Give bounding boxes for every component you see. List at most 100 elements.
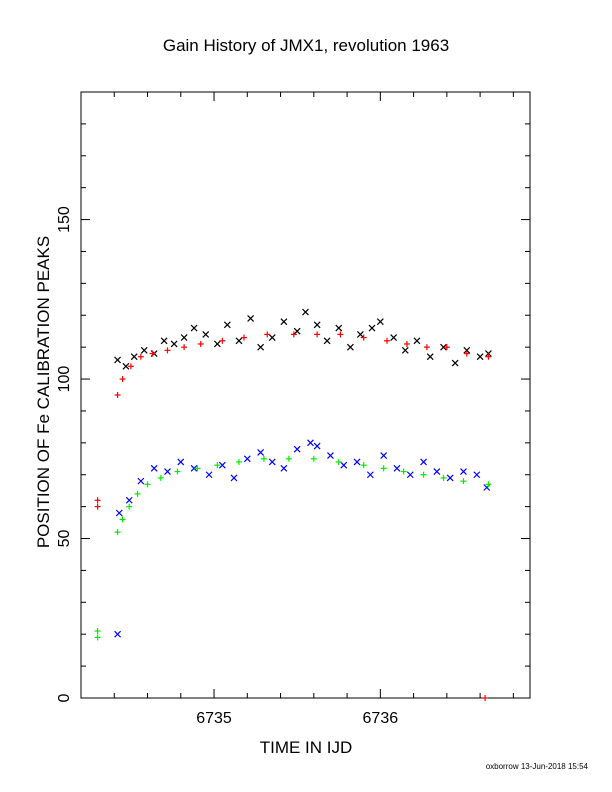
- data-point-plus: [119, 376, 126, 383]
- data-point-cross: [205, 471, 213, 479]
- data-point-plus: [264, 331, 271, 338]
- data-point-plus: [127, 363, 134, 370]
- data-point-cross: [170, 340, 178, 348]
- data-point-plus: [94, 503, 101, 510]
- data-point-plus: [400, 468, 407, 475]
- data-point-plus: [290, 331, 297, 338]
- data-point-plus: [403, 340, 410, 347]
- data-point-cross: [323, 337, 331, 345]
- plot-frame: [80, 91, 531, 699]
- x-axis-label: TIME IN IJD: [259, 738, 353, 757]
- data-point-cross: [243, 455, 251, 463]
- data-point-plus: [440, 474, 447, 481]
- data-point-plus: [235, 458, 242, 465]
- data-point-cross: [476, 353, 484, 361]
- data-point-cross: [463, 346, 471, 354]
- data-point-cross: [230, 474, 238, 482]
- data-point-cross: [420, 458, 427, 466]
- data-point-plus: [314, 331, 321, 338]
- data-point-plus: [149, 350, 156, 357]
- data-point-cross: [293, 327, 301, 335]
- data-point-cross: [125, 496, 133, 504]
- data-point-cross: [380, 452, 388, 460]
- data-point-cross: [446, 474, 454, 482]
- data-point-plus: [463, 350, 470, 357]
- data-point-plus: [219, 337, 226, 344]
- y-tick-label: 50: [56, 530, 73, 548]
- data-point-cross: [313, 442, 321, 450]
- data-point-cross: [280, 318, 288, 326]
- y-tick-label: 150: [56, 206, 73, 233]
- data-point-cross: [413, 337, 421, 345]
- data-point-plus: [285, 455, 292, 462]
- data-point-cross: [223, 321, 231, 329]
- footer-credit: oxborrow 13-Jun-2018 15:54: [485, 762, 588, 771]
- data-point-cross: [293, 445, 301, 453]
- data-point-cross: [257, 448, 265, 456]
- data-point-cross: [327, 452, 334, 460]
- data-point-cross: [247, 315, 255, 322]
- data-point-plus: [240, 334, 247, 341]
- data-point-cross: [440, 343, 447, 351]
- data-point-plus: [360, 334, 367, 341]
- data-point-cross: [451, 359, 459, 367]
- data-point-cross: [177, 458, 185, 466]
- data-point-cross: [218, 461, 226, 469]
- data-point-cross: [473, 471, 481, 479]
- data-point-plus: [157, 474, 164, 481]
- data-point-plus: [360, 462, 367, 469]
- data-point-plus: [337, 331, 344, 338]
- data-point-cross: [190, 464, 198, 472]
- data-point-plus: [174, 468, 181, 475]
- data-point-plus: [335, 458, 342, 465]
- chart-title: Gain History of JMX1, revolution 1963: [162, 36, 450, 55]
- data-point-cross: [433, 468, 441, 475]
- data-point-plus: [144, 481, 151, 488]
- data-point-cross: [202, 330, 210, 338]
- data-point-cross: [346, 343, 354, 351]
- data-point-cross: [160, 337, 168, 345]
- data-point-plus: [137, 353, 144, 360]
- data-point-cross: [368, 324, 376, 332]
- data-point-cross: [213, 340, 221, 348]
- data-point-plus: [114, 392, 121, 398]
- data-point-plus: [214, 462, 221, 469]
- data-point-cross: [313, 321, 321, 329]
- data-point-plus: [485, 353, 492, 360]
- data-point-cross: [366, 471, 374, 479]
- data-point-cross: [307, 439, 314, 447]
- data-point-plus: [423, 344, 430, 351]
- data-point-plus: [460, 478, 467, 485]
- data-point-cross: [390, 334, 398, 342]
- data-point-plus: [420, 471, 427, 478]
- data-point-plus: [181, 344, 188, 351]
- data-point-cross: [164, 468, 171, 475]
- data-point-plus: [482, 695, 489, 701]
- data-point-cross: [340, 461, 348, 469]
- data-point-cross: [257, 343, 265, 351]
- data-point-cross: [302, 308, 309, 316]
- data-point-cross: [401, 346, 409, 354]
- data-point-plus: [119, 516, 126, 523]
- data-point-cross: [280, 464, 288, 472]
- data-point-cross: [335, 324, 343, 332]
- data-point-plus: [443, 344, 450, 351]
- data-point-cross: [130, 353, 138, 361]
- data-point-cross: [115, 509, 123, 517]
- data-point-cross: [180, 334, 188, 342]
- data-point-plus: [310, 455, 317, 462]
- y-tick-label: 100: [56, 366, 73, 393]
- data-point-plus: [194, 465, 201, 472]
- data-point-cross: [356, 330, 364, 338]
- data-point-plus: [164, 347, 171, 354]
- data-point-cross: [190, 324, 198, 332]
- data-point-cross: [426, 353, 434, 361]
- data-point-plus: [383, 337, 390, 344]
- data-point-plus: [380, 465, 387, 472]
- data-point-cross: [150, 464, 158, 472]
- data-point-cross: [268, 334, 276, 342]
- y-tick-label: 0: [56, 693, 73, 702]
- y-axis-label: POSITION OF Fe CALIBRATION PEAKS: [34, 235, 53, 549]
- data-point-cross: [406, 471, 414, 479]
- data-point-cross: [353, 458, 361, 466]
